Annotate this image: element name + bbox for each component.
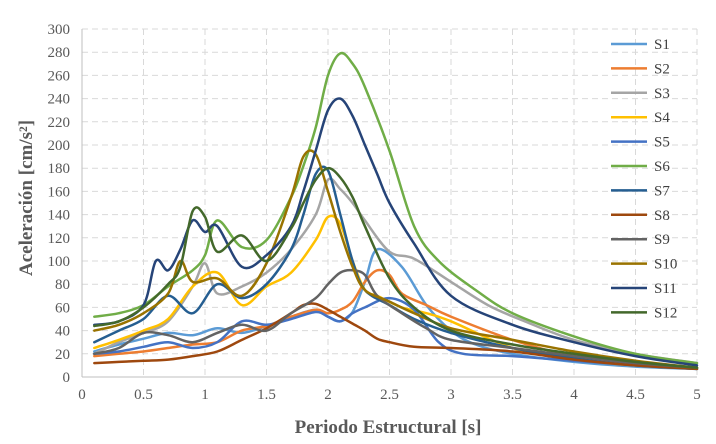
legend-label: S5 bbox=[654, 135, 670, 151]
legend-label: S8 bbox=[654, 208, 670, 224]
legend-label: S6 bbox=[654, 159, 670, 175]
y-tick-label: 20 bbox=[55, 347, 70, 363]
series-line-s6 bbox=[93, 51, 699, 365]
y-tick-label: 140 bbox=[48, 208, 71, 224]
y-tick-label: 60 bbox=[55, 300, 70, 316]
legend-item-s4: S4 bbox=[611, 110, 670, 126]
x-tick-label: 3 bbox=[447, 387, 455, 403]
x-tick-label: 3.5 bbox=[503, 387, 522, 403]
legend-item-s9: S9 bbox=[611, 232, 670, 248]
legend-label: S12 bbox=[654, 305, 677, 321]
legend-label: S7 bbox=[654, 183, 670, 199]
x-tick-label: 5 bbox=[693, 387, 701, 403]
legend-item-s5: S5 bbox=[611, 135, 670, 151]
legend-item-s1: S1 bbox=[611, 37, 670, 53]
y-tick-label: 80 bbox=[55, 277, 70, 293]
y-axis-title: Aceleración [cm/s²] bbox=[16, 120, 37, 276]
x-tick-label: 0 bbox=[78, 387, 86, 403]
tick-labels: 0204060801001201401601802002202402602803… bbox=[48, 22, 701, 403]
series-line-s9 bbox=[93, 268, 699, 369]
y-tick-label: 280 bbox=[48, 45, 71, 61]
y-tick-label: 220 bbox=[48, 115, 71, 131]
legend-item-s11: S11 bbox=[611, 281, 677, 297]
series-line-s8 bbox=[93, 302, 699, 371]
y-tick-label: 0 bbox=[63, 370, 71, 386]
legend-label: S9 bbox=[654, 232, 670, 248]
legend-label: S1 bbox=[654, 37, 670, 53]
legend-item-s2: S2 bbox=[611, 61, 670, 77]
legend-item-s6: S6 bbox=[611, 159, 670, 175]
axes bbox=[81, 29, 697, 378]
x-tick-label: 2.5 bbox=[380, 387, 399, 403]
x-tick-label: 2 bbox=[324, 387, 332, 403]
legend-item-s8: S8 bbox=[611, 208, 670, 224]
series-line-s5 bbox=[93, 296, 699, 371]
y-tick-label: 300 bbox=[48, 22, 71, 38]
y-tick-label: 240 bbox=[48, 92, 71, 108]
y-tick-label: 260 bbox=[48, 68, 71, 84]
series-line-s3 bbox=[93, 177, 699, 365]
legend-item-s10: S10 bbox=[611, 257, 677, 273]
x-tick-label: 4.5 bbox=[626, 387, 645, 403]
x-tick-label: 0.5 bbox=[134, 387, 153, 403]
legend-item-s7: S7 bbox=[611, 183, 670, 199]
series-line-s2 bbox=[93, 268, 699, 369]
series-line-s11 bbox=[93, 97, 699, 367]
legend-label: S11 bbox=[654, 281, 677, 297]
series-line-s12 bbox=[93, 166, 699, 369]
y-tick-label: 100 bbox=[48, 254, 71, 270]
legend-label: S10 bbox=[654, 257, 677, 273]
y-tick-label: 120 bbox=[48, 231, 71, 247]
x-tick-label: 1 bbox=[201, 387, 209, 403]
y-tick-label: 180 bbox=[48, 161, 71, 177]
legend-label: S2 bbox=[654, 61, 670, 77]
legend: S1 S2 S3 S4 S5 S6 S7 S8 S9 S10 S11 S12 bbox=[611, 37, 677, 321]
x-axis-title: Periodo Estructural [s] bbox=[295, 417, 482, 438]
legend-label: S3 bbox=[654, 86, 670, 102]
legend-label: S4 bbox=[654, 110, 670, 126]
series-layer bbox=[93, 51, 699, 371]
y-tick-label: 200 bbox=[48, 138, 71, 154]
x-tick-label: 4 bbox=[570, 387, 578, 403]
x-tick-label: 1.5 bbox=[257, 387, 276, 403]
y-tick-label: 40 bbox=[55, 324, 70, 340]
y-tick-label: 160 bbox=[48, 184, 71, 200]
legend-item-s12: S12 bbox=[611, 305, 677, 321]
legend-item-s3: S3 bbox=[611, 86, 670, 102]
